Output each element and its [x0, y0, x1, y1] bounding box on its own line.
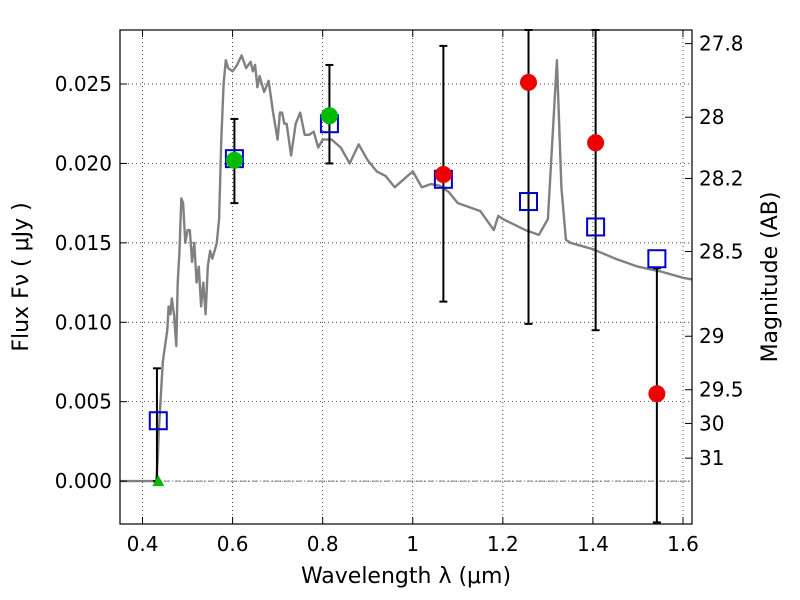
observed-flux-point: [320, 107, 338, 125]
x-tick-label: 1: [406, 532, 419, 556]
y2-tick-label: 28.5: [699, 240, 744, 264]
y2-tick-label: 31: [699, 446, 724, 470]
x-tick-label: 1.2: [487, 532, 519, 556]
observed-flux-point-red: [587, 134, 605, 152]
x-tick-label: 0.8: [307, 532, 339, 556]
model-photometry-square: [519, 192, 539, 212]
y2-tick-label: 30: [699, 411, 724, 435]
y-tick-label: 0.000: [55, 469, 112, 493]
x-tick-label: 1.6: [667, 532, 699, 556]
y-tick-label: 0.015: [55, 231, 112, 255]
y2-tick-label: 27.8: [699, 32, 744, 56]
y-axis-label: Flux Fν ( μJy ): [9, 202, 34, 351]
x-tick-label: 0.4: [127, 532, 159, 556]
x-axis-label: Wavelength λ (μm): [301, 564, 511, 589]
nondetection-marker: [152, 475, 165, 487]
model-sed-layer: [120, 54, 693, 483]
y2-tick-label: 28: [699, 105, 724, 129]
y-tick-label: 0.010: [55, 310, 112, 334]
observed-flux-point-red: [520, 73, 538, 91]
model-sed-line: [120, 54, 693, 483]
model-photometry-square: [586, 217, 606, 237]
plot-frame: [119, 29, 693, 525]
observed-flux-point-red: [648, 385, 666, 403]
y-tick-label: 0.020: [55, 151, 112, 175]
y2-tick-label: 29.5: [699, 378, 744, 402]
y2-tick-label: 28.2: [699, 166, 744, 190]
y2-tick-label: 29: [699, 324, 724, 348]
observed-flux-point-red: [434, 166, 452, 184]
model-photometry-square: [647, 249, 667, 269]
y2-axis-label: Magnitude (AB): [758, 192, 783, 363]
y-tick-label: 0.025: [55, 72, 112, 96]
y-tick-label: 0.005: [55, 390, 112, 414]
grid-lines: [120, 30, 692, 524]
axes-layer: 0.4 0.6 0.8 1 1.2 1.4 1.6 0.000 0.005 0.010 0.015 0…: [55, 30, 744, 556]
x-tick-label: 0.6: [217, 532, 249, 556]
model-photometry-square: [148, 411, 168, 431]
observed-flux-point: [225, 151, 243, 169]
x-tick-label: 1.4: [577, 532, 609, 556]
photometry-layer: [148, 29, 667, 524]
